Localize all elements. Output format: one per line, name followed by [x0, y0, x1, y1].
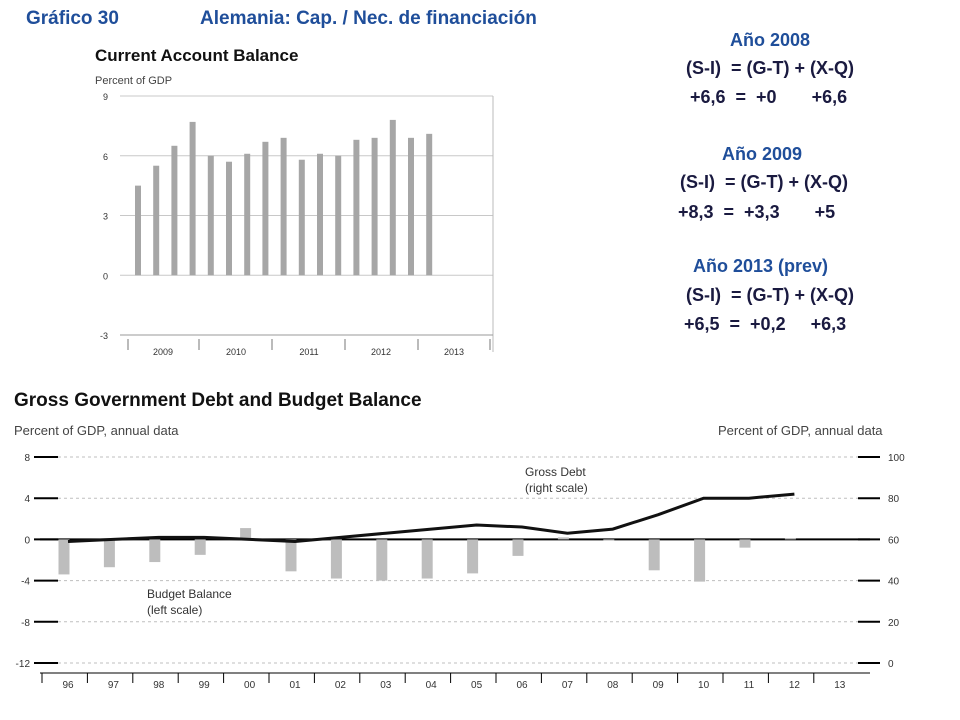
ca-ytick-label: 9: [103, 92, 108, 102]
debt-category-label: 09: [653, 680, 665, 691]
debt-category-label: 11: [744, 680, 755, 691]
ca-ytick-label: 6: [103, 152, 108, 162]
equation-values-2009: +8,3 = +3,3 +5: [678, 202, 836, 222]
debt-category-label: 05: [471, 680, 483, 691]
debt-right-tick-label: 40: [888, 577, 900, 588]
debt-category-label: 96: [62, 680, 74, 691]
ca-bar: [153, 165, 160, 276]
debt-category-label: 99: [199, 680, 211, 691]
debt-chart-ylabel-left: Percent of GDP, annual data: [14, 423, 179, 438]
budget-balance-bar: [285, 539, 297, 572]
debt-right-tick-label: 60: [888, 535, 900, 546]
budget-balance-bar: [467, 539, 479, 574]
budget-balance-bar: [149, 539, 161, 563]
budget-balance-label: Budget Balance: [147, 587, 232, 601]
gross-debt-label: Gross Debt: [525, 465, 586, 479]
debt-category-label: 06: [516, 680, 528, 691]
equation-year-2009: Año 2009: [722, 144, 803, 164]
ca-bar: [207, 155, 214, 276]
debt-category-label: 02: [335, 680, 347, 691]
budget-balance-bar: [603, 539, 615, 541]
ca-bar: [171, 145, 178, 276]
ca-bar: [317, 153, 323, 276]
budget-balance-label-scale: (left scale): [147, 603, 202, 617]
debt-left-tick-label: -12: [16, 659, 31, 670]
budget-balance-bar: [739, 539, 751, 548]
equation-year-2008: Año 2008: [730, 30, 811, 50]
ca-chart-ylabel: Percent of GDP: [95, 75, 173, 87]
debt-right-tick-label: 0: [888, 659, 894, 670]
debt-category-label: 97: [108, 680, 120, 691]
debt-category-label: 12: [789, 680, 801, 691]
budget-balance-bar: [58, 539, 70, 575]
ca-bar: [408, 137, 414, 276]
equation-formula-2013: (S-I) = (G-T) + (X-Q): [686, 285, 854, 305]
debt-category-label: 01: [289, 680, 301, 691]
ca-bar: [262, 141, 269, 276]
ca-bar: [353, 139, 360, 276]
debt-left-tick-label: 4: [24, 494, 30, 505]
budget-balance-bar: [694, 539, 706, 582]
debt-left-tick-label: 8: [24, 453, 30, 464]
debt-category-label: 00: [244, 680, 256, 691]
debt-left-tick-label: 0: [24, 535, 30, 546]
equation-year-2013: Año 2013 (prev): [693, 256, 829, 276]
ca-ytick-label: -3: [100, 331, 108, 341]
ca-bar: [389, 119, 396, 276]
budget-balance-bar: [421, 539, 433, 579]
debt-chart-title: Gross Government Debt and Budget Balance: [14, 390, 422, 411]
budget-balance-bar: [784, 538, 796, 540]
ca-year-label: 2011: [299, 347, 318, 357]
debt-category-label: 08: [607, 680, 619, 691]
ca-bar: [189, 121, 196, 276]
ca-bar: [335, 155, 342, 276]
ca-year-label: 2009: [153, 347, 173, 357]
budget-balance-bar: [376, 539, 388, 581]
equation-formula-2009: (S-I) = (G-T) + (X-Q): [680, 172, 848, 192]
debt-left-tick-label: -8: [21, 618, 30, 629]
ca-bar: [226, 161, 232, 276]
ca-chart-title: Current Account Balance: [95, 46, 299, 65]
ca-bar: [371, 137, 378, 276]
debt-right-tick-label: 100: [888, 453, 905, 464]
debt-left-tick-label: -4: [21, 577, 30, 588]
debt-right-tick-label: 80: [888, 494, 900, 505]
gross-debt-line: [67, 492, 795, 543]
debt-category-label: 10: [698, 680, 710, 691]
debt-category-label: 98: [153, 680, 165, 691]
budget-balance-bar: [512, 539, 524, 556]
budget-balance-bar: [330, 539, 342, 579]
ca-bar: [298, 159, 305, 276]
equation-values-2008: +6,6 = +0 +6,6: [690, 87, 848, 107]
gross-debt-label-scale: (right scale): [525, 481, 588, 495]
ca-bar: [244, 153, 251, 276]
figure-label: Gráfico 30: [26, 8, 119, 29]
budget-balance-bar: [194, 539, 206, 555]
ca-year-label: 2013: [444, 347, 464, 357]
debt-category-label: 04: [426, 680, 438, 691]
debt-category-label: 03: [380, 680, 392, 691]
ca-bar: [135, 185, 141, 276]
budget-balance-bar: [648, 539, 660, 571]
equation-values-2013: +6,5 = +0,2 +6,3: [684, 314, 847, 334]
debt-category-label: 07: [562, 680, 574, 691]
budget-balance-bar: [240, 528, 252, 540]
figure-title: Alemania: Cap. / Nec. de financiación: [200, 8, 537, 29]
equation-formula-2008: (S-I) = (G-T) + (X-Q): [686, 58, 854, 78]
debt-right-tick-label: 20: [888, 618, 900, 629]
ca-bar: [426, 133, 433, 276]
ca-bar: [280, 137, 287, 276]
budget-balance-bar: [557, 537, 569, 540]
budget-balance-bar: [103, 539, 115, 568]
debt-category-label: 13: [834, 680, 846, 691]
ca-year-label: 2012: [371, 347, 391, 357]
ca-year-label: 2010: [226, 347, 246, 357]
ca-ytick-label: 0: [103, 271, 108, 281]
ca-ytick-label: 3: [103, 212, 108, 222]
debt-chart-ylabel-right: Percent of GDP, annual data: [718, 423, 883, 438]
